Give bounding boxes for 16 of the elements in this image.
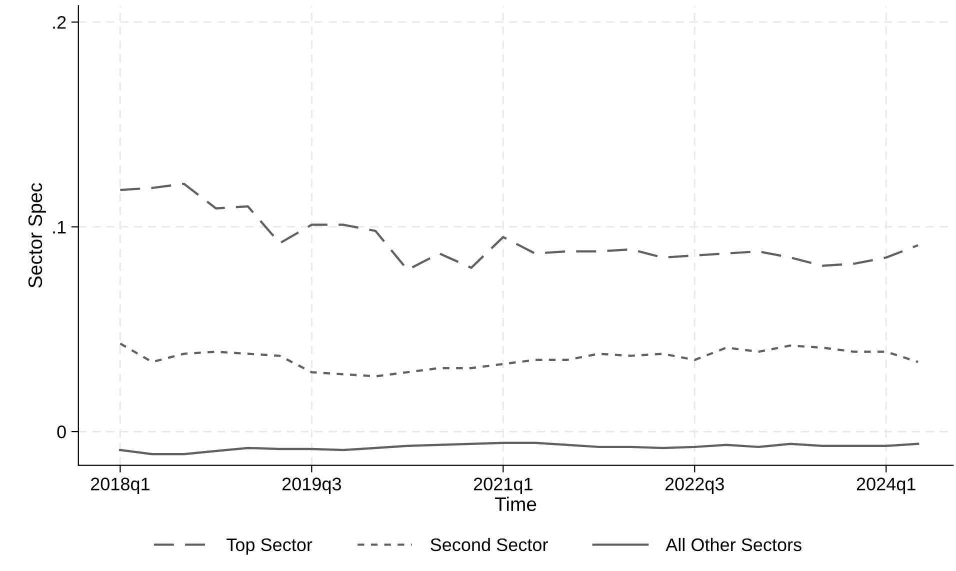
line-series: [119, 442, 920, 456]
x-tick-label: 2018q1: [90, 478, 150, 494]
legend-label: Top Sector: [226, 538, 312, 555]
y-tick-label: .1: [53, 220, 66, 234]
legend-label: Second Sector: [430, 538, 548, 552]
y-axis-title: Sector Spec: [28, 183, 46, 288]
x-tick-label: 2021q1: [474, 478, 532, 494]
line-series: [119, 342, 920, 378]
x-tick-label: 2019q3: [282, 478, 342, 494]
y-tick-label: 0: [57, 426, 66, 438]
y-tick-label: .2: [53, 16, 66, 29]
line-series: [119, 182, 920, 271]
x-tick-label: 2022q3: [665, 478, 724, 494]
legend-label: All Other Sectors: [666, 538, 802, 552]
x-axis-title: Time: [494, 496, 536, 512]
x-tick-label: 2024q1: [856, 478, 916, 494]
